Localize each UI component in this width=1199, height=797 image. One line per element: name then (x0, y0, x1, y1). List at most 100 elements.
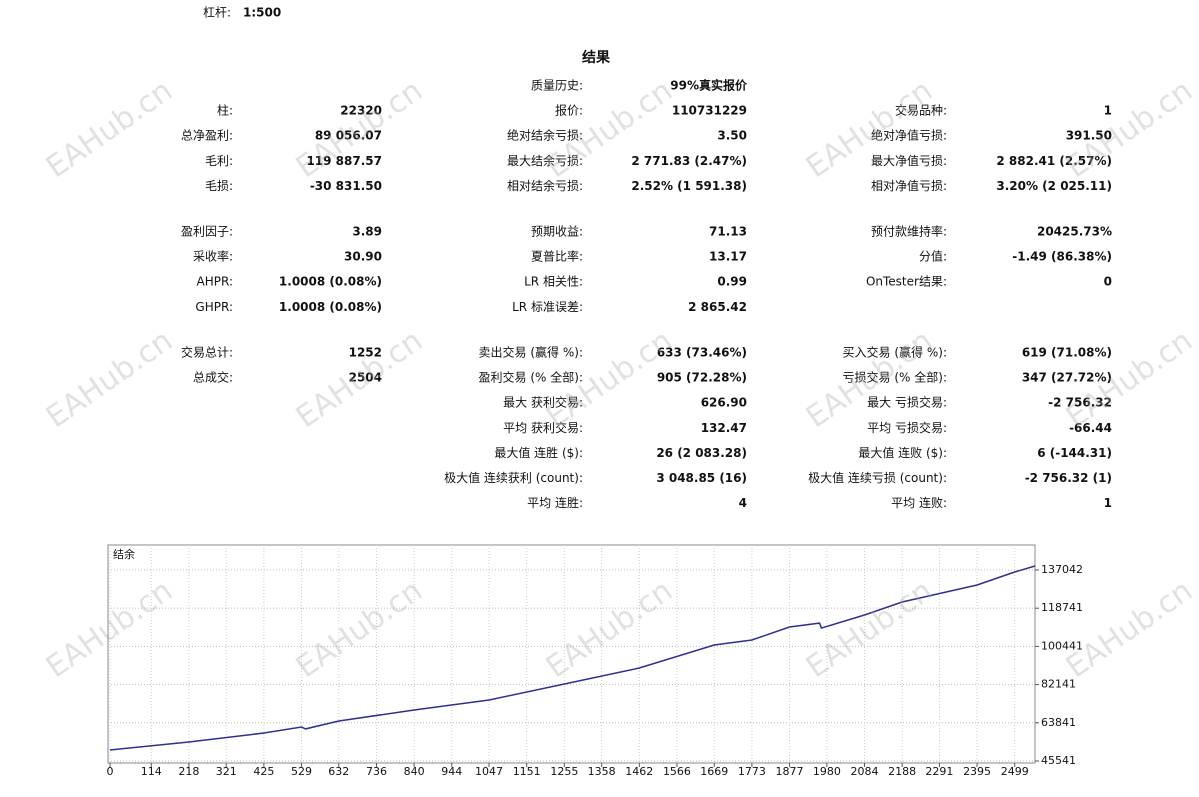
stat-value: 0.99 (717, 275, 747, 289)
x-tick-label: 1358 (588, 765, 616, 778)
x-tick-label: 1462 (625, 765, 653, 778)
x-tick-label: 840 (404, 765, 425, 778)
stat-label: 盈利交易 (% 全部): (479, 370, 583, 385)
stat-label: 最大净值亏损: (871, 153, 947, 168)
stat-value: 391.50 (1066, 129, 1112, 143)
stat-value: 3.50 (717, 129, 747, 143)
stat-label: 绝对净值亏损: (871, 128, 947, 143)
stat-value: 6 (-144.31) (1037, 446, 1112, 460)
x-tick-label: 0 (107, 765, 114, 778)
stat-label: 交易总计: (181, 345, 233, 360)
stat-label: 预付款维持率: (871, 224, 947, 239)
stat-label: 盈利因子: (181, 225, 233, 239)
x-tick-label: 321 (216, 765, 237, 778)
watermark: EAHub.cn (40, 73, 179, 185)
stat-label: 预期收益: (531, 225, 583, 239)
leverage-value: 1:500 (243, 6, 281, 20)
stat-value: -1.49 (86.38%) (1012, 250, 1112, 264)
x-tick-label: 632 (328, 765, 349, 778)
stat-value: 905 (72.28%) (657, 371, 747, 385)
stat-value: 626.90 (701, 396, 747, 410)
stat-value: 99%真实报价 (670, 78, 748, 93)
stat-label: 平均 连败: (891, 495, 947, 510)
x-tick-label: 2499 (1001, 765, 1029, 778)
stat-label: 总成交: (193, 370, 233, 385)
x-tick-label: 1773 (738, 765, 766, 778)
results-title: 结果 (582, 49, 611, 66)
stat-label: 最大值 连胜 ($): (494, 445, 583, 460)
y-tick-label: 63841 (1041, 716, 1076, 729)
x-tick-label: 1566 (663, 765, 691, 778)
stat-label: 毛利: (205, 154, 233, 168)
stat-value: 1.0008 (0.08%) (279, 300, 382, 314)
stat-value: 0 (1104, 275, 1112, 289)
stat-value: 2504 (349, 371, 382, 385)
watermark: EAHub.cn (290, 323, 429, 435)
stat-value: 619 (71.08%) (1022, 346, 1112, 360)
stat-label: 相对净值亏损: (871, 178, 947, 193)
chart-frame (107, 544, 1036, 764)
stat-label: 亏损交易 (% 全部): (843, 370, 947, 385)
stat-value: 110731229 (672, 104, 747, 118)
stat-value: 119 887.57 (306, 154, 382, 168)
x-tick-label: 1255 (550, 765, 578, 778)
stat-value: 1.0008 (0.08%) (279, 275, 382, 289)
stat-label: 毛损: (205, 179, 233, 193)
stat-value: 2 865.42 (688, 300, 747, 314)
stat-label: 质量历史: (531, 79, 583, 93)
stat-label: 平均 连胜: (527, 495, 583, 510)
stat-label: AHPR: (197, 275, 233, 289)
x-tick-label: 1669 (700, 765, 728, 778)
stat-value: -66.44 (1069, 421, 1112, 435)
x-tick-label: 2291 (925, 765, 953, 778)
stat-label: LR 相关性: (524, 275, 583, 289)
x-tick-label: 736 (366, 765, 387, 778)
stat-label: 买入交易 (赢得 %): (843, 345, 947, 360)
stat-value: -2 756.32 (1) (1025, 471, 1112, 485)
stat-value: 30.90 (344, 250, 382, 264)
stat-label: OnTester结果: (866, 275, 947, 289)
x-tick-label: 2084 (850, 765, 878, 778)
stat-label: 相对结余亏损: (507, 178, 583, 193)
stat-value: 89 056.07 (315, 129, 382, 143)
stat-label: 平均 亏损交易: (867, 420, 947, 435)
x-tick-label: 944 (441, 765, 462, 778)
chart-title: 结余 (113, 547, 135, 561)
stat-value: 26 (2 083.28) (656, 446, 747, 460)
x-tick-label: 2188 (888, 765, 916, 778)
stat-value: 347 (27.72%) (1022, 371, 1112, 385)
stat-value: -30 831.50 (310, 179, 382, 193)
stat-label: LR 标准误差: (512, 300, 583, 314)
stat-label: 最大结余亏损: (507, 153, 583, 168)
stat-value: 633 (73.46%) (657, 346, 747, 360)
y-tick-label: 137042 (1041, 563, 1083, 576)
stat-value: 71.13 (709, 225, 747, 239)
y-tick-label: 82141 (1041, 678, 1076, 691)
x-tick-label: 2395 (963, 765, 991, 778)
stat-value: -2 756.32 (1048, 396, 1112, 410)
x-tick-label: 1047 (475, 765, 503, 778)
stat-label: 极大值 连续亏损 (count): (808, 470, 947, 485)
stat-value: 2 882.41 (2.57%) (996, 154, 1112, 168)
stat-label: 极大值 连续获利 (count): (444, 470, 583, 485)
x-tick-label: 218 (178, 765, 199, 778)
x-tick-label: 529 (291, 765, 312, 778)
stat-value: 3 048.85 (16) (656, 471, 747, 485)
watermark: EAHub.cn (290, 73, 429, 185)
stat-label: 平均 获利交易: (503, 420, 583, 435)
stat-value: 3.20% (2 025.11) (996, 179, 1112, 193)
stat-label: 最大 获利交易: (503, 395, 583, 410)
stat-value: 2.52% (1 591.38) (631, 179, 747, 193)
stat-label: 报价: (555, 103, 583, 118)
stat-label: 分值: (919, 249, 947, 264)
stat-label: 采收率: (193, 249, 233, 264)
stat-value: 1 (1104, 496, 1112, 510)
stat-value: 1 (1104, 104, 1112, 118)
y-tick-label: 118741 (1041, 601, 1083, 614)
x-tick-label: 1980 (813, 765, 841, 778)
x-tick-label: 1877 (776, 765, 804, 778)
stat-label: 最大值 连败 ($): (858, 445, 947, 460)
leverage-label: 杠杆: (203, 5, 231, 20)
x-tick-label: 114 (141, 765, 162, 778)
